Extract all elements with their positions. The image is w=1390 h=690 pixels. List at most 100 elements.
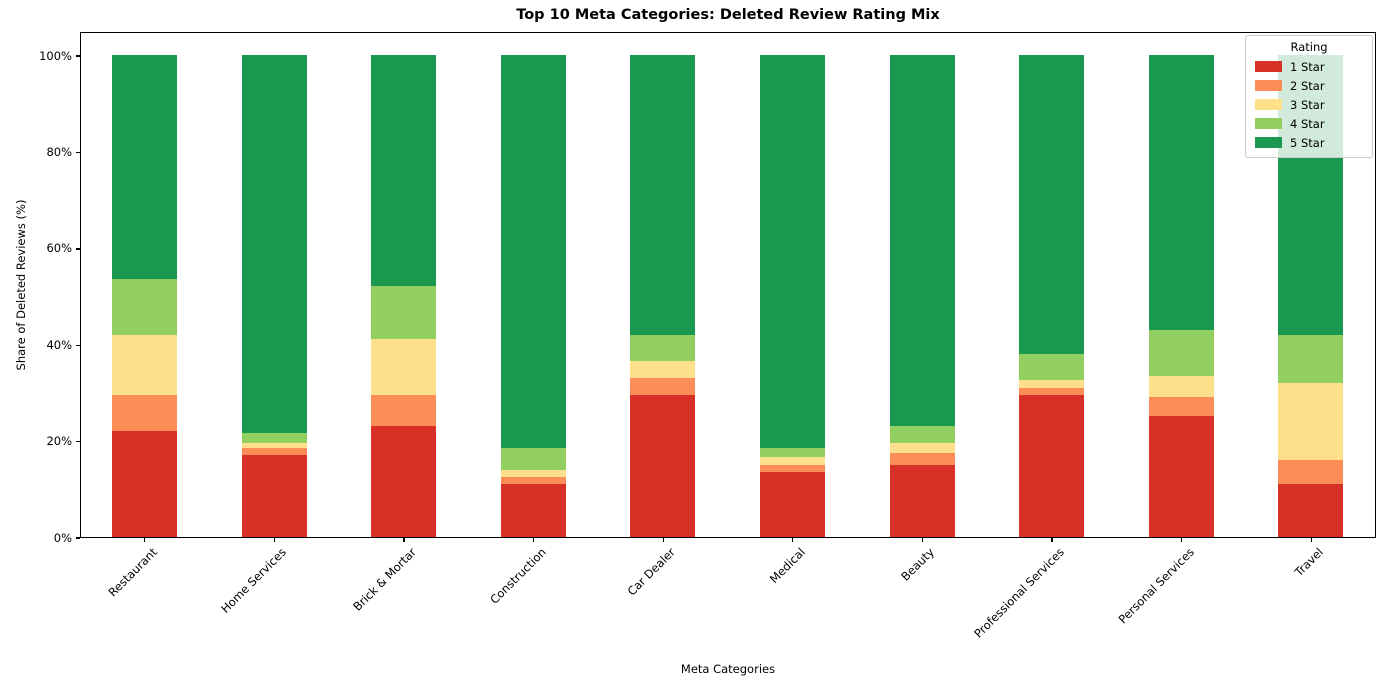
bar-medical <box>760 55 825 537</box>
x-tick-label: Travel <box>1292 545 1327 580</box>
x-tick-mark <box>1310 538 1312 542</box>
legend-label: 2 Star <box>1290 78 1325 93</box>
bar-segment-1-star <box>630 394 696 537</box>
bar-segment-2-star <box>889 452 955 465</box>
legend-entries: 1 Star 2 Star 3 Star 4 Star 5 Star <box>1246 57 1372 152</box>
y-tick-label: 0% <box>53 530 72 545</box>
chart-title: Top 10 Meta Categories: Deleted Review R… <box>516 7 940 23</box>
bar-segment-2-star <box>1019 387 1085 395</box>
legend-entry: 1 Star <box>1246 57 1372 76</box>
bar-segment-5-star <box>371 55 437 287</box>
bar-segment-2-star <box>371 394 437 427</box>
bar-segment-3-star <box>1019 380 1085 388</box>
legend-swatch-icon <box>1255 99 1282 110</box>
y-tick-mark <box>76 440 80 443</box>
bar-segment-2-star <box>500 476 566 484</box>
bar-segment-2-star <box>112 394 177 431</box>
y-tick-label: 40% <box>46 337 72 352</box>
bar-segment-2-star <box>1148 397 1214 417</box>
bar-construction <box>500 55 566 537</box>
legend-label: 4 Star <box>1290 116 1325 131</box>
x-tick-mark <box>144 538 146 542</box>
legend-label: 3 Star <box>1290 97 1325 112</box>
bar-segment-1-star <box>1278 483 1344 537</box>
bar-segment-1-star <box>760 471 825 537</box>
bar-segment-3-star <box>630 361 696 378</box>
bar-segment-4-star <box>889 426 955 444</box>
y-tick-mark <box>76 151 80 154</box>
bar-beauty <box>889 55 955 537</box>
bar-segment-5-star <box>889 55 955 427</box>
y-tick-mark <box>76 537 80 539</box>
legend: Rating 1 Star 2 Star 3 Star 4 Star 5 Star <box>1245 35 1373 158</box>
legend-entry: 4 Star <box>1246 114 1372 133</box>
bar-segment-3-star <box>500 469 566 477</box>
bar-brick-mortar <box>371 55 437 537</box>
bar-segment-3-star <box>112 334 177 395</box>
legend-swatch-icon <box>1255 61 1282 72</box>
bar-car-dealer <box>630 55 696 537</box>
y-tick-label: 80% <box>46 144 72 159</box>
bar-professional-services <box>1019 55 1085 537</box>
bar-segment-3-star <box>241 443 307 448</box>
bar-segment-4-star <box>500 447 566 470</box>
legend-entry: 5 Star <box>1246 133 1372 152</box>
legend-swatch-icon <box>1255 118 1282 129</box>
legend-entry: 2 Star <box>1246 76 1372 95</box>
bar-segment-1-star <box>500 483 566 537</box>
bar-segment-1-star <box>1148 416 1214 537</box>
x-tick-label: Brick & Mortar <box>350 545 419 614</box>
y-tick-mark <box>76 55 80 57</box>
bar-segment-5-star <box>1019 55 1085 354</box>
bar-segment-1-star <box>371 426 437 537</box>
x-tick-mark <box>532 538 535 542</box>
x-tick-label: Medical <box>766 545 808 587</box>
x-tick-mark <box>662 538 664 542</box>
y-tick-mark <box>76 248 80 250</box>
bar-segment-5-star <box>500 55 566 448</box>
bar-segment-5-star <box>630 55 696 335</box>
bar-segment-4-star <box>1278 334 1344 383</box>
bar-segment-4-star <box>1148 329 1214 376</box>
bar-segment-4-star <box>760 447 825 458</box>
x-tick-mark <box>273 538 276 542</box>
x-tick-label: Professional Services <box>971 545 1067 641</box>
x-tick-label: Personal Services <box>1115 545 1197 627</box>
bar-restaurant <box>112 55 177 537</box>
y-tick-label: 60% <box>46 241 72 256</box>
bar-segment-3-star <box>1148 375 1214 398</box>
bar-segment-1-star <box>1019 394 1085 537</box>
x-tick-mark <box>1180 538 1183 542</box>
x-tick-mark <box>403 538 405 542</box>
bar-segment-3-star <box>1278 382 1344 460</box>
bar-segment-2-star <box>1278 459 1344 484</box>
x-tick-label: Restaurant <box>105 545 160 600</box>
x-tick-label: Home Services <box>218 545 290 616</box>
legend-swatch-icon <box>1255 80 1282 91</box>
bar-segment-3-star <box>760 457 825 465</box>
bar-segment-4-star <box>1019 353 1085 381</box>
bar-home-services <box>241 55 307 537</box>
bar-segment-2-star <box>241 447 307 456</box>
bar-segment-2-star <box>630 377 696 395</box>
legend-label: 1 Star <box>1290 59 1325 74</box>
legend-entry: 3 Star <box>1246 95 1372 114</box>
bar-segment-5-star <box>112 55 177 280</box>
bar-personal-services <box>1148 55 1214 537</box>
plot-area <box>80 32 1376 538</box>
legend-label: 5 Star <box>1290 135 1325 150</box>
legend-swatch-icon <box>1255 137 1282 148</box>
y-tick-label: 100% <box>39 48 72 63</box>
bar-segment-5-star <box>1148 55 1214 330</box>
bar-segment-1-star <box>889 464 955 537</box>
bar-segment-1-star <box>241 455 307 537</box>
x-tick-mark <box>1051 538 1053 542</box>
x-tick-mark <box>921 538 924 542</box>
bar-segment-4-star <box>630 334 696 362</box>
bar-segment-4-star <box>241 433 307 444</box>
bar-segment-3-star <box>889 443 955 453</box>
bar-segment-5-star <box>241 55 307 434</box>
bar-segment-4-star <box>371 286 437 340</box>
x-tick-label: Construction <box>486 545 549 607</box>
